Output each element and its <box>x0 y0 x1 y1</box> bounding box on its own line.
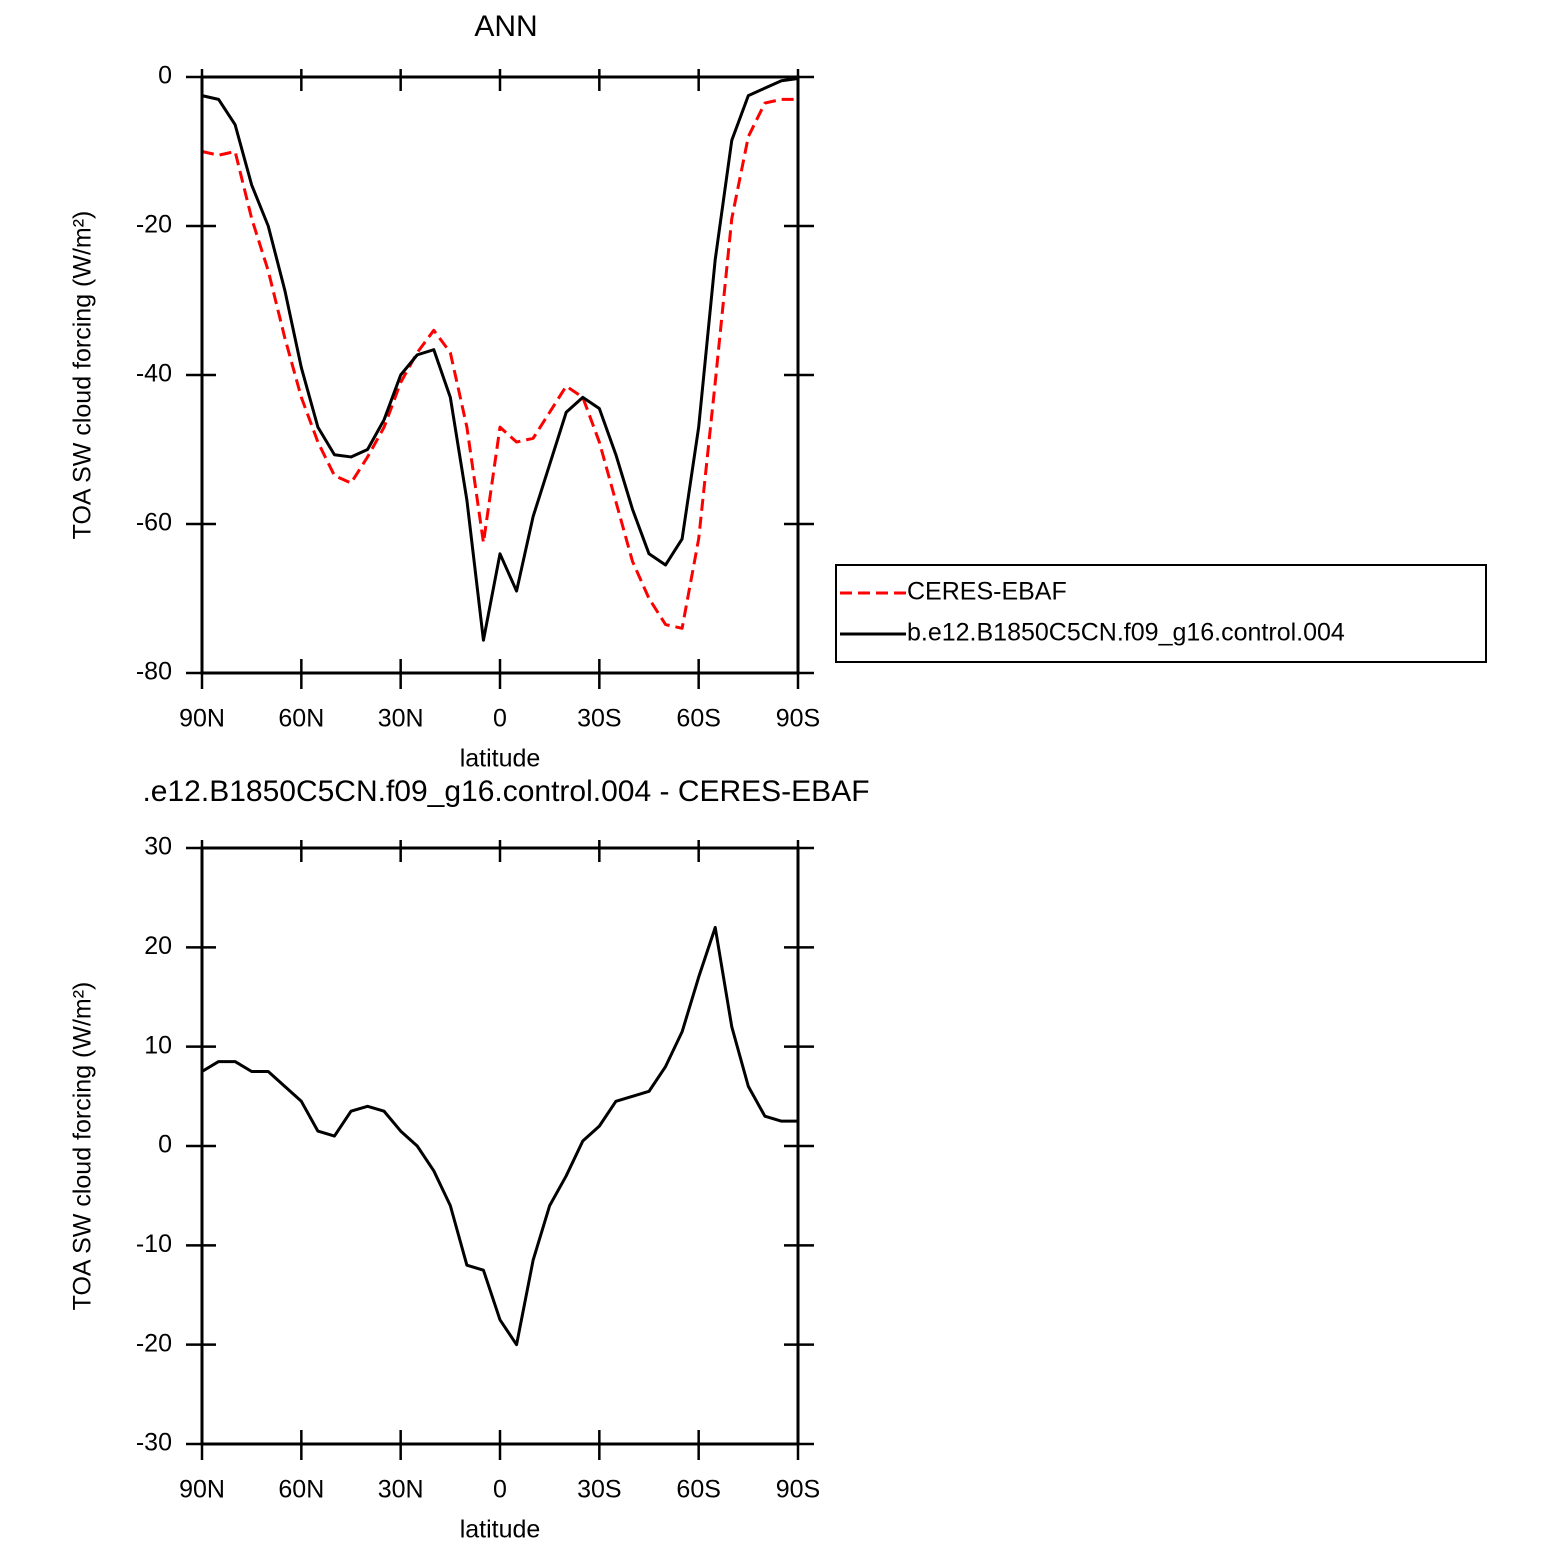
x-tick-label: 60N <box>278 705 324 733</box>
y-tick-label: -60 <box>136 509 172 537</box>
x-tick-label: 30N <box>378 705 424 733</box>
x-tick-label: 0 <box>493 1476 507 1504</box>
x-tick-label: 90S <box>776 705 820 733</box>
x-tick-label: 90S <box>776 1476 820 1504</box>
data-line <box>201 97 798 630</box>
y-tick-label: -40 <box>136 360 172 388</box>
y-tick-label: -20 <box>136 211 172 239</box>
data-line <box>201 925 798 1347</box>
x-axis-label: latitude <box>460 1516 541 1544</box>
y-tick-label: 0 <box>158 1131 172 1159</box>
legend-label: b.e12.B1850C5CN.f09_g16.control.004 <box>907 619 1345 647</box>
x-tick-label: 30S <box>577 1476 621 1504</box>
y-tick-label: -80 <box>136 658 172 686</box>
x-tick-label: 60S <box>676 705 720 733</box>
y-tick-label: -20 <box>136 1329 172 1357</box>
x-tick-label: 60N <box>278 1476 324 1504</box>
y-tick-label: 20 <box>144 932 172 960</box>
chart-title: .e12.B1850C5CN.f09_g16.control.004 - CER… <box>142 775 869 808</box>
y-tick-label: -10 <box>136 1230 172 1258</box>
plot-frame <box>200 75 800 675</box>
chart-title: ANN <box>474 10 537 43</box>
data-line <box>201 77 799 642</box>
y-axis-label: TOA SW cloud forcing (W/m²) <box>69 982 97 1311</box>
legend-label: CERES-EBAF <box>907 578 1067 606</box>
x-tick-label: 60S <box>676 1476 720 1504</box>
x-tick-label: 90N <box>179 1476 225 1504</box>
legend-box <box>835 564 1487 663</box>
y-axis-label: TOA SW cloud forcing (W/m²) <box>69 211 97 540</box>
x-tick-label: 90N <box>179 705 225 733</box>
y-tick-label: 10 <box>144 1031 172 1059</box>
x-tick-label: 0 <box>493 705 507 733</box>
x-axis-label: latitude <box>460 745 541 773</box>
x-tick-label: 30N <box>378 1476 424 1504</box>
plot-frame <box>200 846 800 1446</box>
y-tick-label: -30 <box>136 1429 172 1457</box>
y-tick-label: 30 <box>144 833 172 861</box>
y-tick-label: 0 <box>158 62 172 90</box>
x-tick-label: 30S <box>577 705 621 733</box>
